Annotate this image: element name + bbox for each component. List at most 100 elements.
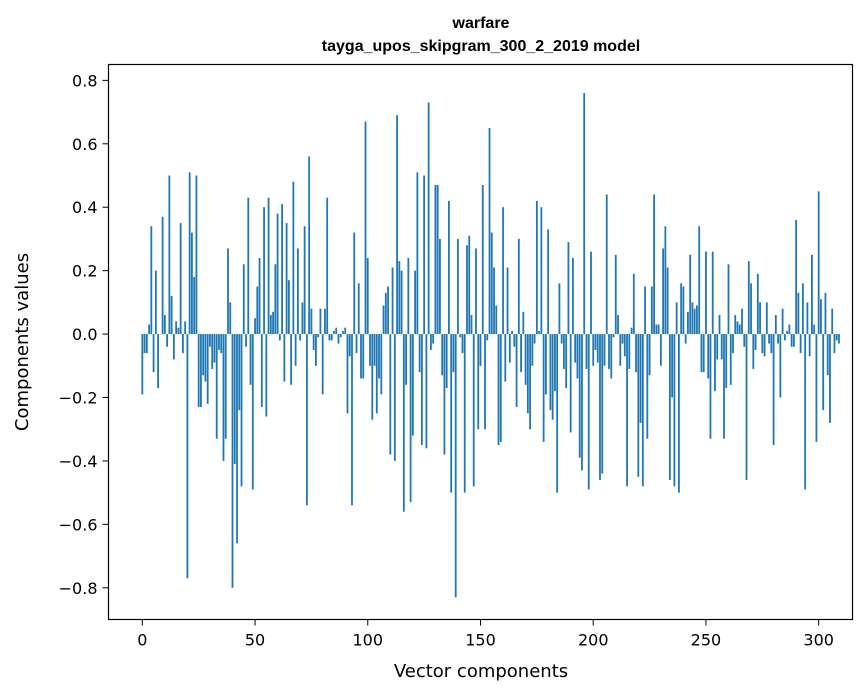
bar <box>783 334 786 341</box>
bar <box>811 254 813 335</box>
bar <box>612 334 615 338</box>
x-tick-label: 250 <box>691 631 722 650</box>
bar <box>423 175 426 335</box>
bar <box>560 334 563 344</box>
bar <box>290 334 293 385</box>
bar <box>788 324 791 335</box>
x-tick-label: 0 <box>137 631 147 650</box>
bar <box>200 334 202 408</box>
bar <box>393 334 396 461</box>
bar <box>623 334 626 357</box>
bar <box>768 334 770 344</box>
bar <box>515 334 518 408</box>
bar <box>355 334 358 354</box>
bar <box>729 334 732 385</box>
bar <box>312 334 315 350</box>
bar <box>206 334 209 404</box>
bar <box>781 308 784 335</box>
bar <box>281 204 283 335</box>
bar <box>838 334 840 344</box>
bar <box>420 334 423 446</box>
bar <box>637 334 640 477</box>
bar <box>193 276 196 335</box>
bar <box>263 207 265 335</box>
bar <box>351 334 353 506</box>
bar <box>506 267 509 335</box>
bar <box>574 334 577 363</box>
bar <box>330 334 333 341</box>
bar <box>251 334 254 490</box>
bar <box>461 334 464 354</box>
bar <box>529 334 531 430</box>
bar <box>650 286 653 335</box>
bar <box>524 334 527 385</box>
bar <box>752 334 755 369</box>
bar <box>687 311 689 335</box>
bar <box>168 175 171 335</box>
bar <box>145 334 148 354</box>
bar <box>741 308 743 335</box>
bar <box>535 200 538 335</box>
bar <box>590 251 592 335</box>
bars-group <box>141 93 840 598</box>
bar <box>723 334 725 439</box>
bar <box>170 296 173 335</box>
bar <box>486 334 489 341</box>
bar <box>702 334 705 373</box>
bar <box>197 334 200 408</box>
chart-title: warfare <box>452 15 510 32</box>
bar <box>770 334 773 354</box>
bar <box>342 330 344 335</box>
bar <box>411 334 414 436</box>
bar <box>301 302 304 335</box>
bar <box>671 334 674 398</box>
bar <box>632 273 635 335</box>
bar <box>163 315 166 335</box>
bar <box>179 223 182 335</box>
bar <box>792 334 795 347</box>
bar <box>362 334 365 379</box>
bar <box>209 334 211 347</box>
bar <box>445 334 448 388</box>
bar <box>490 232 493 335</box>
bar <box>520 334 522 373</box>
bar <box>572 257 574 335</box>
bar <box>375 334 378 414</box>
bar <box>258 257 261 335</box>
bar <box>405 334 407 385</box>
x-tick-label: 150 <box>465 631 496 650</box>
bar <box>587 334 590 490</box>
bar <box>786 330 789 335</box>
bar <box>504 334 507 382</box>
bar <box>384 292 387 335</box>
bar <box>522 311 525 335</box>
bar <box>328 334 331 341</box>
bar <box>409 334 412 503</box>
bar <box>790 334 793 347</box>
bar <box>646 334 649 439</box>
bar <box>743 334 746 347</box>
bar <box>797 292 800 335</box>
bar <box>610 334 613 379</box>
bar <box>551 334 554 420</box>
bar <box>718 315 721 335</box>
bar <box>711 251 714 335</box>
bar <box>835 334 838 341</box>
bar <box>583 93 586 335</box>
bar <box>337 334 340 344</box>
bar <box>630 327 633 335</box>
bar <box>596 334 599 363</box>
y-axis-label: Components values <box>12 253 33 431</box>
y-tick-label: −0.2 <box>59 389 98 408</box>
bar <box>227 248 229 335</box>
bar <box>353 232 356 335</box>
bar <box>578 334 581 458</box>
bar <box>657 324 660 335</box>
bar <box>653 194 655 335</box>
bar <box>680 283 683 335</box>
bar <box>457 238 459 335</box>
bar <box>538 330 541 335</box>
bar <box>324 308 326 335</box>
bar <box>366 257 369 335</box>
